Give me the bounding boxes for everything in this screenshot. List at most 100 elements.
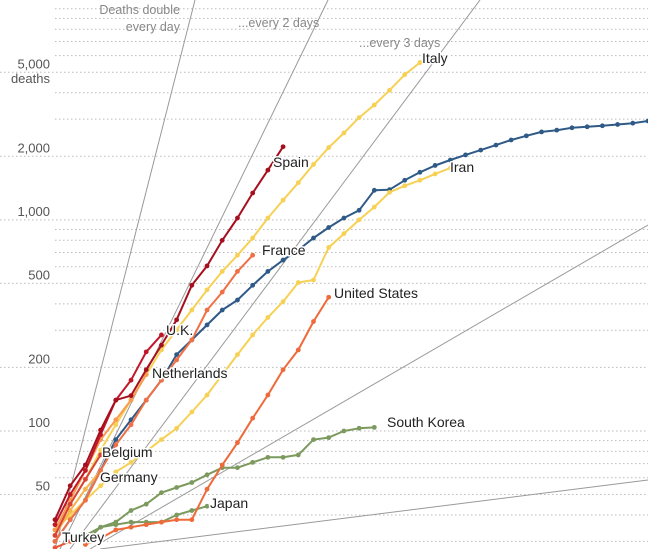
annotation: ...every 2 days (238, 16, 319, 30)
grid: 50 100 200 500 1,000 2,000 5,000 (0, 8, 648, 542)
data-point (356, 217, 362, 223)
data-point (326, 225, 332, 230)
data-point (83, 468, 88, 473)
data-point (265, 215, 271, 221)
data-point (371, 204, 377, 210)
data-point (295, 247, 301, 253)
series-label: Netherlands (152, 365, 228, 381)
data-point (599, 123, 605, 129)
data-point (98, 452, 104, 458)
data-point (113, 442, 119, 448)
y-axis-label: deaths (11, 71, 51, 86)
series-line (54, 540, 71, 549)
annotation: every day (126, 20, 181, 34)
data-point (174, 425, 180, 431)
data-point (250, 415, 256, 421)
y-tick-label: 1,000 (17, 204, 50, 219)
data-point (356, 207, 362, 213)
series-label: Germany (100, 469, 158, 485)
data-point (265, 315, 271, 320)
data-point (143, 449, 149, 454)
data-point (113, 417, 119, 423)
data-point (295, 452, 301, 458)
data-point (189, 508, 195, 513)
data-point (295, 180, 301, 186)
data-point (265, 392, 271, 398)
data-point (326, 145, 332, 150)
data-point (113, 437, 119, 443)
series-line (84, 426, 375, 543)
data-point (204, 486, 210, 492)
data-point (189, 517, 195, 523)
data-point (235, 215, 240, 221)
data-point (204, 503, 210, 509)
data-point (204, 263, 210, 269)
data-point (143, 349, 149, 355)
data-point (219, 307, 225, 313)
series-label: Turkey (62, 529, 104, 545)
data-point (235, 297, 240, 303)
data-point (204, 392, 210, 398)
data-point (280, 367, 286, 373)
data-point (143, 397, 149, 403)
reference-line (59, 0, 329, 549)
data-point (128, 397, 134, 403)
data-point (311, 277, 316, 283)
data-point (174, 357, 180, 363)
data-point (447, 157, 453, 163)
series-label: United States (334, 285, 418, 301)
data-point (371, 424, 377, 430)
data-point (371, 187, 377, 193)
y-tick-label: 100 (28, 415, 50, 430)
reference-line (69, 0, 481, 549)
data-point (387, 189, 392, 195)
series-line (54, 146, 284, 521)
data-point (189, 480, 195, 485)
data-point (113, 469, 119, 475)
data-point (128, 422, 134, 428)
data-point (83, 476, 88, 482)
series-line (54, 334, 163, 526)
data-point (128, 508, 134, 513)
data-point (432, 163, 438, 168)
data-point (98, 483, 104, 489)
data-point (326, 294, 332, 300)
label-layer: South Korea Japan Iran Italy United States Ge… (61, 49, 476, 547)
data-point (189, 409, 195, 415)
data-point (417, 169, 423, 175)
data-point (235, 440, 240, 446)
data-point (98, 447, 104, 453)
data-point (174, 317, 180, 323)
data-point (113, 527, 119, 533)
data-point (265, 454, 271, 460)
data-point (189, 337, 195, 343)
data-point (83, 497, 88, 503)
data-point (204, 472, 210, 478)
data-point (478, 147, 484, 153)
data-point (159, 332, 164, 338)
data-point (235, 252, 240, 258)
data-point (539, 129, 544, 135)
data-point (128, 377, 134, 383)
annotation: ...every 3 days (359, 36, 440, 50)
data-point (311, 162, 316, 167)
data-point (280, 144, 286, 150)
data-point (356, 425, 362, 431)
data-point (250, 459, 256, 465)
data-point (387, 87, 392, 93)
data-point (128, 459, 134, 465)
y-tick-label: 500 (28, 267, 50, 282)
data-point (159, 490, 164, 496)
data-point (204, 287, 210, 293)
data-point (250, 252, 256, 258)
y-tick-label: 5,000 (17, 56, 50, 71)
data-point (371, 102, 377, 108)
data-point (52, 545, 58, 549)
series-label: Spain (273, 154, 309, 170)
series-label: U.K. (166, 322, 193, 338)
data-point (159, 437, 164, 443)
data-point (67, 517, 73, 523)
data-point (341, 231, 347, 237)
data-point (174, 512, 180, 518)
data-point (174, 485, 180, 490)
